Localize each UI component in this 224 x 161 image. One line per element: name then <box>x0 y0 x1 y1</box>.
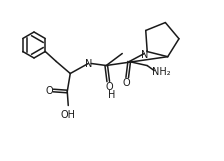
Text: N: N <box>85 58 92 68</box>
Text: NH₂: NH₂ <box>152 66 170 77</box>
Text: O: O <box>45 85 53 95</box>
Text: O: O <box>106 81 113 91</box>
Text: O: O <box>122 78 130 88</box>
Text: H: H <box>108 90 115 99</box>
Text: OH: OH <box>61 110 76 120</box>
Text: N: N <box>140 50 148 60</box>
